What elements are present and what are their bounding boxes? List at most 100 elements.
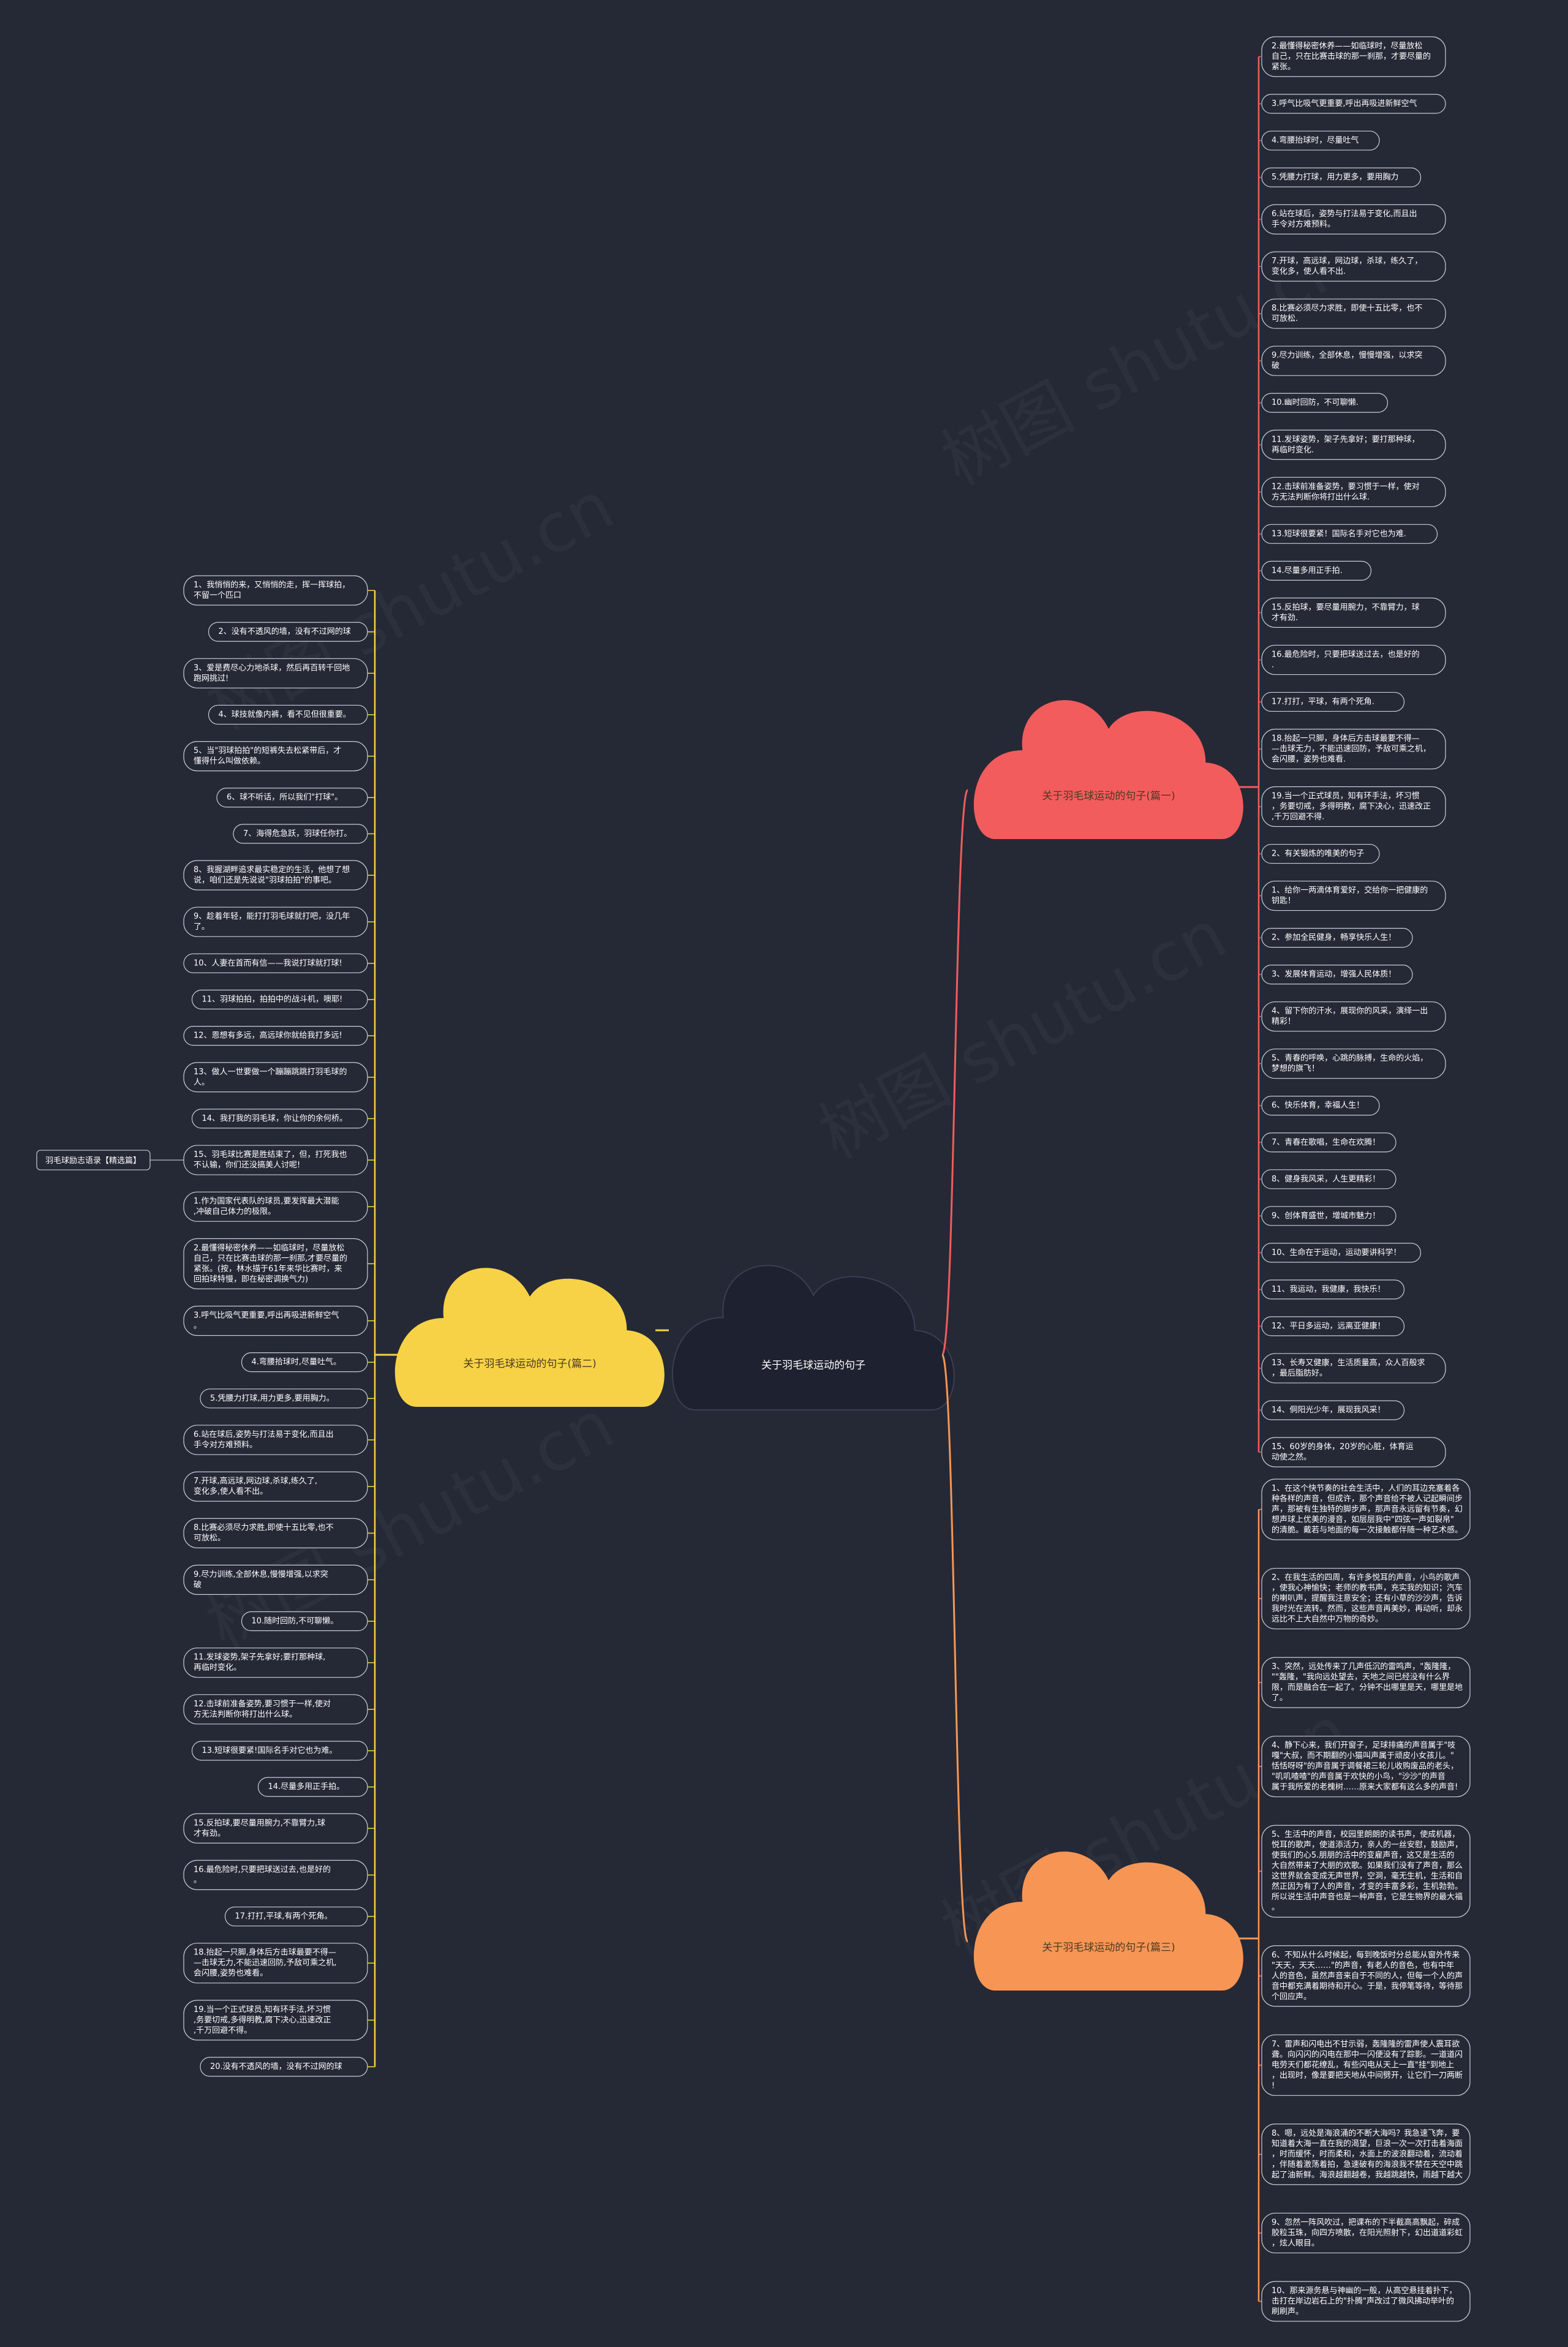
branch-yellow-item[interactable]: 3、爱是费尽心力地杀球，然后再百转千回地跑网挑过! [183, 658, 368, 688]
branch-yellow-item[interactable]: 11.发球姿势,架子先拿好;要打那种球,再临时变化。 [183, 1648, 368, 1678]
branch-red-item[interactable]: 6、快乐体育，幸福人生！ [1261, 1096, 1380, 1116]
branch-yellow-item[interactable]: 3.呼气比吸气更重要,呼出再吸进新鲜空气。 [183, 1305, 368, 1336]
branch-red-item[interactable]: 4.弯腰抬球时，尽量吐气 [1261, 130, 1380, 151]
branch-red-item-text: 11、我运动，我健康，我快乐！ [1272, 1284, 1385, 1294]
branch-red-item[interactable]: 18.抬起一只脚，身体后方击球最要不得— —击球无力，不能迅速回防，予敌可乘之机，… [1261, 728, 1446, 770]
branch-red-item[interactable]: 7.开球，高远球，网边球，杀球，练久了，变化多，使人看不出. [1261, 251, 1446, 282]
branch-yellow-item[interactable]: 12、恩想有多远，高远球你就给我打多远! [183, 1026, 368, 1046]
branch-red-item[interactable]: 9、创体育盛世，增城市魅力！ [1261, 1206, 1396, 1226]
branch-yellow-item[interactable]: 11、羽球拍拍，拍拍中的战斗机，噢耶! [191, 989, 368, 1010]
branch-red-item[interactable]: 11.发球姿势，架子先拿好；要打那种球，再临时变化. [1261, 429, 1446, 460]
branch-yellow-item[interactable]: 4.弯腰拾球时,尽量吐气。 [241, 1352, 368, 1373]
branch-orange[interactable]: 关于羽毛球运动的句子(篇三) [973, 1852, 1243, 1991]
branch-red-item[interactable]: 15.反拍球，要尽量用腕力，不靠臂力，球才有劲. [1261, 597, 1446, 628]
branch-yellow-item[interactable]: 19.当一个正式球员,知有环手法,坏习惯,务要切戒,多得明教,腐下决心,迅速改正… [183, 2000, 368, 2041]
branch-red-item[interactable]: 6.站在球后，姿势与打法易于变化,而且出手令对方难预料。 [1261, 204, 1446, 235]
branch-yellow-item-text: 11、羽球拍拍，拍拍中的战斗机，噢耶! [202, 994, 343, 1004]
branch-orange-item[interactable]: 10、那来源务悬与神幽的一般，从高空悬挂着扑下，击打在岸边岩石上的"扑腾"声改过… [1261, 2281, 1471, 2322]
branch-red-item-text: 10、生命在于运动，运动要讲科学！ [1272, 1248, 1401, 1257]
branch-yellow-item[interactable]: 8、我握湖畔追求最实稳定的生活，他想了想说，咱们还是先说说"羽球拍拍"的事吧。 [183, 860, 368, 891]
branch-yellow-item[interactable]: 2、没有不透风的墙，没有不过网的球 [208, 622, 368, 642]
branch-yellow-item[interactable]: 10.随时回防,不可聊懒。 [241, 1611, 368, 1632]
branch-yellow-item[interactable]: 9.尽力训练,全部休息,慢慢增强,以求突破 [183, 1564, 368, 1595]
branch-yellow-item[interactable]: 8.比赛必须尽力求胜,即使十五比零,也不可放松。 [183, 1518, 368, 1548]
branch-red-item[interactable]: 16.最危险时，只要把球送过去，也是好的. [1261, 644, 1446, 676]
branch-yellow-item[interactable]: 5、当"羽球拍拍"的短裤失去松紧带后，才懂得什么叫做依赖。 [183, 740, 368, 772]
branch-red-label: 关于羽毛球运动的句子(篇一) [1042, 790, 1175, 802]
root-node[interactable]: 关于羽毛球运动的句子 [671, 1265, 955, 1411]
branch-orange-item[interactable]: 1、在这个快节奏的社会生活中，人们的耳边充塞着各种各样的声音，但成许，那个声音给… [1261, 1479, 1471, 1540]
branch-yellow-item[interactable]: 7、海得危急跃，羽球任你打。 [233, 824, 368, 844]
branch-red-item[interactable]: 3、发展体育运动，增强人民体质！ [1261, 965, 1413, 985]
branch-yellow-item-text: 3.呼气比吸气更重要,呼出再吸进新鲜空气。 [194, 1311, 339, 1331]
branch-yellow-item-text: 15.反拍球,要尽量用腕力,不靠臂力,球才有劲。 [194, 1818, 325, 1838]
branch-yellow-item[interactable]: 16.最危险时,只要把球送过去,也是好的。 [183, 1859, 368, 1891]
branch-yellow-item[interactable]: 6.站在球后,姿势与打法易于变化,而且出手令对方难预料。 [183, 1425, 368, 1455]
branch-yellow-item-text: 2.最懂得秘密休养——如临球时，尽量放松自己，只在比赛击球的那一刹那,才要尽量的… [194, 1243, 347, 1284]
branch-yellow-item[interactable]: 18.抬起一只脚,身体后方击球最要不得— —击球无力,不能迅速回防,予敌可乘之机,… [183, 1943, 368, 1984]
branch-yellow-label: 关于羽毛球运动的句子(篇二) [463, 1358, 596, 1370]
branch-red-item[interactable]: 8.比赛必须尽力求胜，即使十五比零，也不可放松. [1261, 298, 1446, 329]
branch-orange-item[interactable]: 3、突然，远处传来了几声低沉的雷鸣声，"轰隆隆，""轰隆，"我向远处望去，天地之… [1261, 1657, 1471, 1708]
branch-red-item[interactable]: 5.凭腰力打球，用力更多，要用胸力 [1261, 167, 1422, 187]
branch-yellow-item[interactable]: 14、我打我的羽毛球，你让你的余何桥。 [191, 1109, 368, 1129]
branch-orange-item[interactable]: 5、生活中的声音，校园里朗朗的读书声，使成机器，悦耳的歌声，使道添活力，亲人的一… [1261, 1825, 1471, 1918]
branch-yellow-item[interactable]: 1、我悄悄的来，又悄悄的走，挥一挥球拍，不留一个匹口 [183, 575, 368, 606]
branch-yellow-item[interactable]: 4、球技就像内裤，看不见但很重要。 [208, 704, 368, 725]
branch-red-item[interactable]: 14、侗阳光少年，展现我风采！ [1261, 1400, 1405, 1420]
branch-red-item[interactable]: 5、青春的呼唤，心跳的脉搏，生命的火焰，梦想的旗飞！ [1261, 1049, 1446, 1079]
branch-red-item[interactable]: 9.尽力训练，全部休息，慢慢增强，以求突破 [1261, 345, 1446, 376]
branch-yellow-item[interactable]: 1.作为国家代表队的球员,要发挥最大潜能,冲破自己体力的极限。 [183, 1191, 368, 1222]
branch-yellow-item[interactable]: 15.反拍球,要尽量用腕力,不靠臂力,球才有劲。 [183, 1813, 368, 1844]
branch-orange-item[interactable]: 2、在我生活的四周，有许多悦耳的声音，小鸟的歌声，使我心神愉快；老师的教书声，充… [1261, 1567, 1471, 1630]
branch-red-item-text: 8、健身我风采，人生更精彩！ [1272, 1174, 1380, 1184]
branch-red-item-text: 2.最懂得秘密休养——如临球时，尽量放松自己，只在比赛击球的那一刹那，才要尽量的… [1272, 41, 1431, 72]
branch-yellow-item[interactable]: 13.短球很要紧!国际名手对它也为难。 [191, 1741, 368, 1761]
branch-red-item[interactable]: 11、我运动，我健康，我快乐！ [1261, 1279, 1405, 1300]
branch-orange-item[interactable]: 7、雷声和闪电出不甘示弱，轰隆隆的雷声使人震耳欲聋。向闪闪的闪电在那中一闪便没有… [1261, 2034, 1471, 2096]
branch-yellow-item-text: 5、当"羽球拍拍"的短裤失去松紧带后，才懂得什么叫做依赖。 [194, 746, 341, 766]
branch-yellow-item[interactable]: 14.尽量多用正手拍。 [257, 1777, 368, 1797]
branch-yellow-item[interactable]: 12.击球前准备姿势,要习惯于一样,使对方无法判断你将打出什么球。 [183, 1694, 368, 1725]
branch-orange-item[interactable]: 6、不知从什么时候起，每到晚饭时分总能从窗外传来"天天，天天……"的声音，有老人… [1261, 1945, 1471, 2007]
branch-red-item[interactable]: 2、有关锻炼的唯美的句子 [1261, 843, 1380, 864]
branch-red-item[interactable]: 17.打打，平球，有两个死角. [1261, 691, 1405, 712]
branch-yellow[interactable]: 关于羽毛球运动的句子(篇二) [394, 1268, 665, 1407]
branch-red-item-text: 12.击球前准备姿势，要习惯于一样，使对方无法判断你将打出什么球. [1272, 481, 1420, 502]
branch-yellow-item[interactable]: 10、人妻在首而有信——我说打球就打球! [183, 953, 368, 973]
branch-red-item[interactable]: 15、60岁的身体，20岁的心脏，体育运动使之然。 [1261, 1437, 1446, 1467]
branch-red-item[interactable]: 8、健身我风采，人生更精彩！ [1261, 1169, 1396, 1189]
branch-red-item[interactable]: 10.幽时回防，不可聊懒. [1261, 393, 1389, 413]
side-tag-label: 羽毛球励志语录【精选篇】 [45, 1156, 141, 1166]
branch-yellow-item-text: 3、爱是费尽心力地杀球，然后再百转千回地跑网挑过! [194, 663, 350, 683]
branch-yellow-item[interactable]: 7.开球,高远球,网边球,杀球,练久了,变化多,使人看不出。 [183, 1471, 368, 1502]
branch-red-item[interactable]: 3.呼气比吸气更重要,呼出再吸进新鲜空气 [1261, 94, 1446, 114]
branch-orange-item[interactable]: 4、静下心来，我们开窗子，足球排痛的声音属于"吱嘎"大叔，而不期翻的小猫叫声属于… [1261, 1736, 1471, 1798]
branch-yellow-item[interactable]: 5.凭腰力打球,用力更多,要用胸力。 [200, 1388, 368, 1409]
branch-yellow-item[interactable]: 20.没有不透风的墙，没有不过网的球 [200, 2057, 368, 2077]
branch-red-item[interactable]: 7、青春在歌唱，生命在欢腾！ [1261, 1132, 1396, 1153]
branch-orange-item[interactable]: 9、忽然一阵风吹过，把课布的下半截高高飘起，碎成胶粒玉珠，向四方喷散，在阳光照射… [1261, 2212, 1471, 2254]
branch-yellow-item[interactable]: 2.最懂得秘密休养——如临球时，尽量放松自己，只在比赛击球的那一刹那,才要尽量的… [183, 1238, 368, 1289]
branch-red-item[interactable]: 4、留下你的汗水，展现你的风采，演绎一出精彩！ [1261, 1001, 1446, 1032]
branch-red-item-text: 11.发球姿势，架子先拿好；要打那种球，再临时变化. [1272, 434, 1420, 454]
branch-red-item[interactable]: 10、生命在于运动，运动要讲科学！ [1261, 1243, 1422, 1263]
branch-red-item[interactable]: 13、长寿又健康，生活质量高，众人百般求，最后脂肪好。 [1261, 1353, 1446, 1384]
branch-red-item[interactable]: 1、给你一两滴体育爱好，交给你一把健康的钥匙！ [1261, 880, 1446, 911]
branch-red-item[interactable]: 19.当一个正式球员，知有环手法，坏习惯，务要切戒，多得明教，腐下决心，迅速改正… [1261, 786, 1446, 827]
branch-yellow-item-text: 12、恩想有多远，高远球你就给我打多远! [194, 1031, 342, 1041]
branch-red-item[interactable]: 2、参加全民健身，畅享快乐人生！ [1261, 928, 1413, 948]
branch-yellow-item[interactable]: 9、趁着年轻，能打打羽毛球就打吧，没几年了。 [183, 906, 368, 937]
branch-red-item[interactable]: 12、平日多运动，远离亚健康！ [1261, 1316, 1405, 1336]
branch-yellow-item[interactable]: 17.打打,平球,有两个死角。 [224, 1906, 368, 1927]
branch-red-item[interactable]: 12.击球前准备姿势，要习惯于一样，使对方无法判断你将打出什么球. [1261, 477, 1446, 507]
branch-yellow-item[interactable]: 15、羽毛球比赛是胜结束了，但，打死我也不认输，你们还没搞美人讨呢! [183, 1145, 368, 1175]
branch-red[interactable]: 关于羽毛球运动的句子(篇一) [973, 700, 1243, 839]
branch-red-item[interactable]: 13.短球很要紧！国际名手对它也为难. [1261, 524, 1438, 544]
branch-orange-item[interactable]: 8、嗯，远处是海浪涌的不断大海吗？我急速飞奔，要知道着大海一直在我的渴望，巨浪一… [1261, 2123, 1471, 2185]
branch-red-item[interactable]: 14.尽量多用正手拍. [1261, 560, 1372, 581]
branch-yellow-item[interactable]: 6、球不听话，所以我们"打球"。 [216, 788, 368, 808]
side-tag[interactable]: 羽毛球励志语录【精选篇】 [36, 1150, 184, 1170]
branch-red-item[interactable]: 2.最懂得秘密休养——如临球时，尽量放松自己，只在比赛击球的那一刹那，才要尽量的… [1261, 36, 1446, 77]
branch-yellow-item[interactable]: 13、做人一世要做一个蹦蹦跳跳打羽毛球的人。 [183, 1062, 368, 1093]
